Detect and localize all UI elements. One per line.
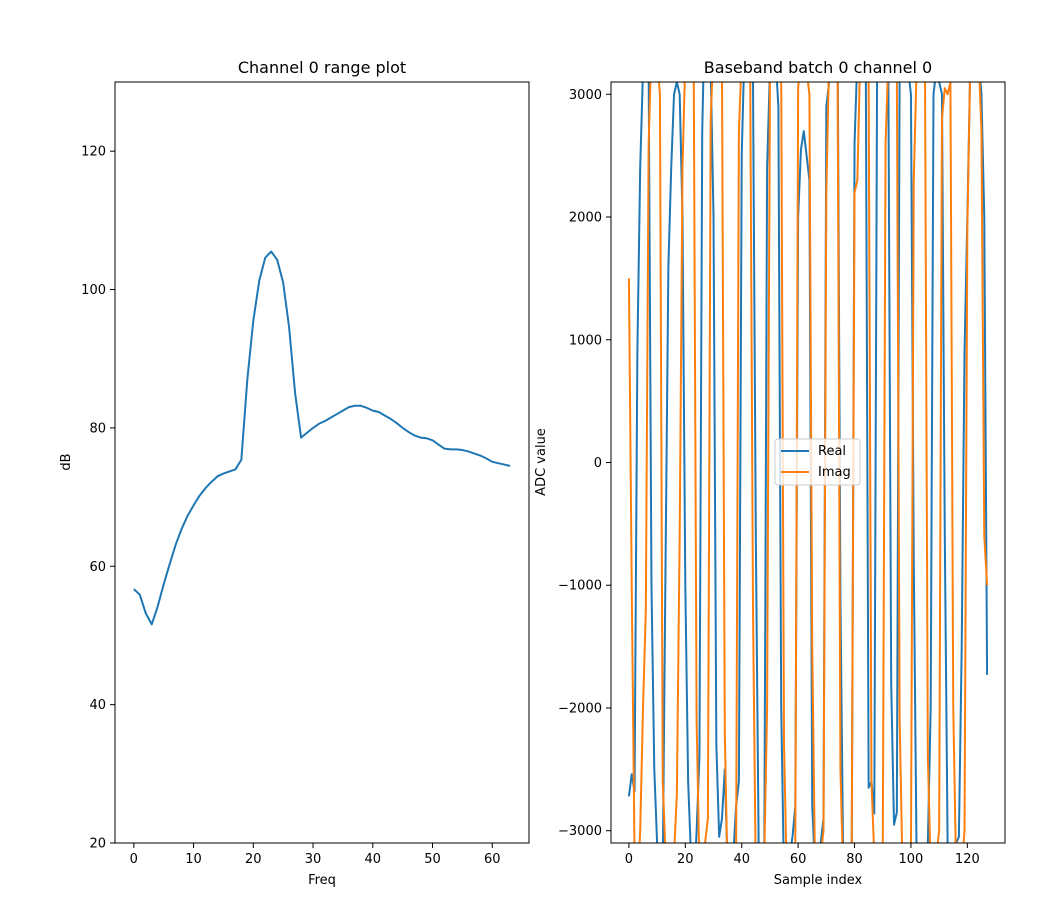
range-xtick-label: 10	[185, 852, 202, 867]
baseband-line-imag	[627, 82, 989, 843]
baseband-xtick-label: 60	[790, 852, 807, 867]
baseband-plot-title: Baseband batch 0 channel 0	[704, 58, 932, 77]
range-ytick-label: 80	[89, 421, 106, 436]
baseband-ytick-label: 3000	[569, 88, 602, 103]
baseband-plot-axes: Baseband batch 0 channel 0 0 20 40 60 80 100 1…	[534, 58, 1006, 888]
baseband-ytick-label: 0	[594, 456, 602, 471]
range-ytick-label: 100	[81, 283, 106, 298]
legend-label-imag: Imag	[818, 465, 851, 480]
baseband-ytick-label: 2000	[569, 211, 602, 226]
range-plot-ylabel: dB	[59, 453, 74, 470]
baseband-plot-ylabel: ADC value	[534, 428, 549, 496]
range-xtick-label: 0	[130, 852, 138, 867]
baseband-xtick-label: 120	[955, 852, 980, 867]
baseband-legend: Real Imag	[774, 438, 861, 486]
range-xtick-label: 40	[365, 852, 382, 867]
baseband-ytick-label: 1000	[569, 333, 602, 348]
baseband-plot-xlabel: Sample index	[774, 873, 863, 888]
range-xtick-label: 50	[424, 852, 441, 867]
range-ytick-label: 40	[89, 698, 106, 713]
range-plot-frame	[114, 81, 530, 844]
baseband-ytick-label: −3000	[558, 824, 602, 839]
legend-label-real: Real	[818, 444, 846, 459]
baseband-line-real	[627, 82, 989, 843]
range-ytick-label: 60	[89, 560, 106, 575]
range-xtick-label: 60	[484, 852, 501, 867]
baseband-xtick-label: 0	[625, 852, 633, 867]
baseband-xtick-label: 20	[677, 852, 694, 867]
range-plot-title: Channel 0 range plot	[238, 58, 406, 77]
baseband-xtick-label: 40	[733, 852, 750, 867]
range-xtick-label: 20	[245, 852, 262, 867]
baseband-xtick-label: 80	[846, 852, 863, 867]
range-plot-xlabel: Freq	[308, 873, 336, 888]
range-line-series-0	[133, 250, 511, 626]
baseband-ytick-label: −1000	[558, 579, 602, 594]
range-ytick-label: 120	[81, 145, 106, 160]
range-plot-axes: Channel 0 range plot 0 10 20 30 40 50 60 20 40 6…	[59, 58, 530, 888]
range-xtick-label: 30	[305, 852, 322, 867]
baseband-xtick-label: 100	[899, 852, 924, 867]
baseband-ytick-label: −2000	[558, 701, 602, 716]
range-ytick-label: 20	[89, 837, 106, 852]
